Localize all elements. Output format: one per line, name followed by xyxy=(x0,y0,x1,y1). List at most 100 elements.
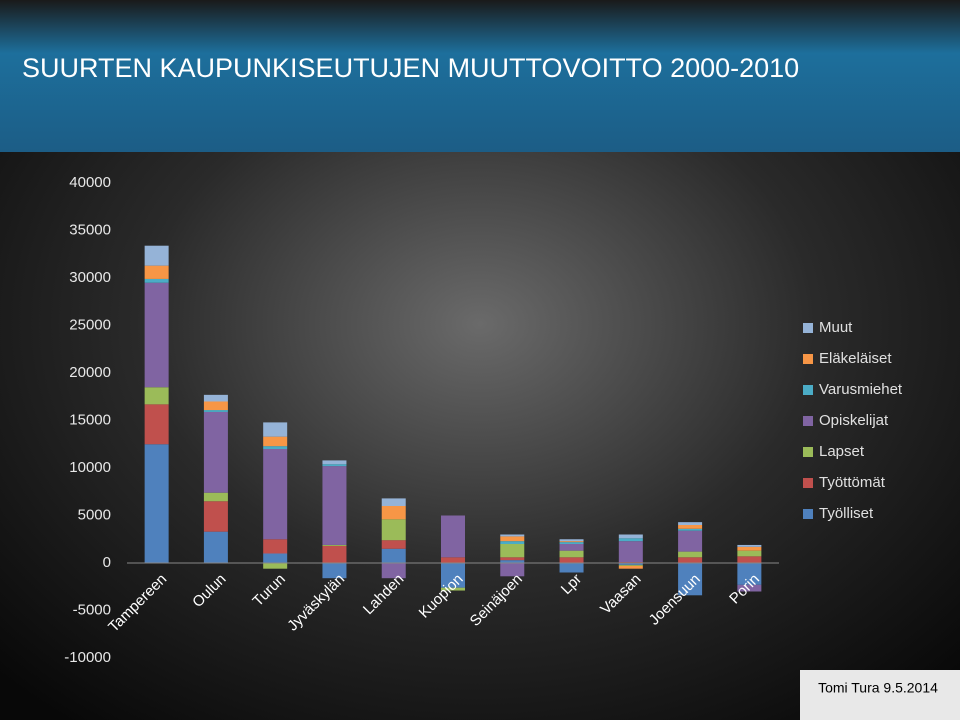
y-tick-label: 0 xyxy=(103,554,111,571)
legend-label: Eläkeläiset xyxy=(819,350,892,367)
bar-segment xyxy=(678,551,703,558)
bar-segment xyxy=(441,515,465,558)
y-tick-label: 35000 xyxy=(69,221,111,238)
bar-segment xyxy=(559,544,584,551)
legend-swatch xyxy=(803,478,813,488)
y-tick-label: 5000 xyxy=(78,506,111,523)
bar-segment xyxy=(322,563,347,579)
bar-segment xyxy=(678,530,703,552)
bar-segment xyxy=(263,436,288,447)
legend-label: Lapset xyxy=(819,443,865,460)
bar-segment xyxy=(381,506,406,520)
bar-segment xyxy=(737,556,762,563)
bar-segment xyxy=(559,557,584,563)
footer-band xyxy=(800,670,960,720)
y-tick-label: 10000 xyxy=(69,459,111,476)
bar-segment xyxy=(500,541,525,544)
bar-segment xyxy=(381,498,406,506)
legend-swatch xyxy=(803,354,813,364)
bar-segment xyxy=(203,401,228,411)
bar-segment xyxy=(559,541,584,543)
bar-segment xyxy=(322,545,347,563)
y-tick-label: -5000 xyxy=(73,601,111,618)
bar-segment xyxy=(500,536,525,542)
bar-segment xyxy=(144,387,169,405)
bar-segment xyxy=(144,265,169,279)
bar-segment xyxy=(618,541,643,563)
legend-swatch xyxy=(803,447,813,457)
bar-segment xyxy=(678,525,703,529)
bar-segment xyxy=(203,531,228,563)
bar-segment xyxy=(263,553,288,563)
bar-segment xyxy=(263,563,288,569)
legend-label: Varusmiehet xyxy=(819,381,903,398)
bar-segment xyxy=(203,492,228,502)
y-tick-label: 40000 xyxy=(69,174,111,191)
bar-segment xyxy=(559,550,584,558)
bar-segment xyxy=(678,528,703,531)
chart-title: SUURTEN KAUPUNKISEUTUJEN MUUTTOVOITTO 20… xyxy=(22,53,799,83)
y-tick-label: -10000 xyxy=(64,649,111,666)
bar-segment xyxy=(263,449,288,540)
legend-swatch xyxy=(803,509,813,519)
bar-segment xyxy=(737,550,762,557)
bar-segment xyxy=(500,544,525,558)
legend-swatch xyxy=(803,323,813,333)
bar-segment xyxy=(737,544,762,547)
bar-segment xyxy=(381,563,406,579)
bar-segment xyxy=(618,564,643,566)
bar-segment xyxy=(737,563,762,585)
bar-segment xyxy=(559,563,584,573)
bar-segment xyxy=(441,557,465,563)
bar-segment xyxy=(322,464,347,467)
bar-segment xyxy=(203,394,228,402)
bar-segment xyxy=(737,546,762,551)
bar-segment xyxy=(203,411,228,493)
y-tick-label: 25000 xyxy=(69,316,111,333)
legend-label: Opiskelijat xyxy=(819,412,889,429)
bar-segment xyxy=(144,245,169,266)
legend-label: Työttömät xyxy=(819,474,886,491)
title-band xyxy=(0,0,960,152)
bar-segment xyxy=(322,544,347,546)
bar-segment xyxy=(263,539,288,554)
y-tick-label: 30000 xyxy=(69,269,111,286)
bar-segment xyxy=(381,540,406,549)
bar-segment xyxy=(618,565,643,569)
bar-segment xyxy=(144,444,169,563)
legend-label: Työlliset xyxy=(819,505,874,522)
legend-swatch xyxy=(803,385,813,395)
bar-segment xyxy=(441,587,465,591)
bar-segment xyxy=(203,410,228,412)
bar-segment xyxy=(144,282,169,388)
bar-segment xyxy=(263,422,288,437)
bar-segment xyxy=(678,522,703,525)
bar-segment xyxy=(500,534,525,537)
bar-segment xyxy=(618,534,643,539)
bar-segment xyxy=(263,446,288,449)
bar-segment xyxy=(500,560,525,563)
legend-label: Muut xyxy=(819,319,853,336)
bar-segment xyxy=(500,557,525,561)
bar-segment xyxy=(144,404,169,445)
bar-segment xyxy=(737,584,762,592)
bar-segment xyxy=(618,538,643,542)
bar-segment xyxy=(381,519,406,541)
footer: Tomi Tura 9.5.2014 xyxy=(818,680,938,696)
bar-segment xyxy=(322,466,347,545)
bar-segment xyxy=(678,563,703,596)
bar-segment xyxy=(441,563,465,588)
bar-segment xyxy=(322,460,347,465)
bar-segment xyxy=(500,563,525,577)
y-tick-label: 20000 xyxy=(69,364,111,381)
bar-segment xyxy=(559,542,584,544)
legend-swatch xyxy=(803,416,813,426)
bar-segment xyxy=(618,563,643,565)
bar-segment xyxy=(559,539,584,542)
bar-segment xyxy=(678,557,703,563)
bar-segment xyxy=(203,501,228,532)
bar-segment xyxy=(144,278,169,283)
bar-segment xyxy=(381,548,406,563)
y-tick-label: 15000 xyxy=(69,411,111,428)
